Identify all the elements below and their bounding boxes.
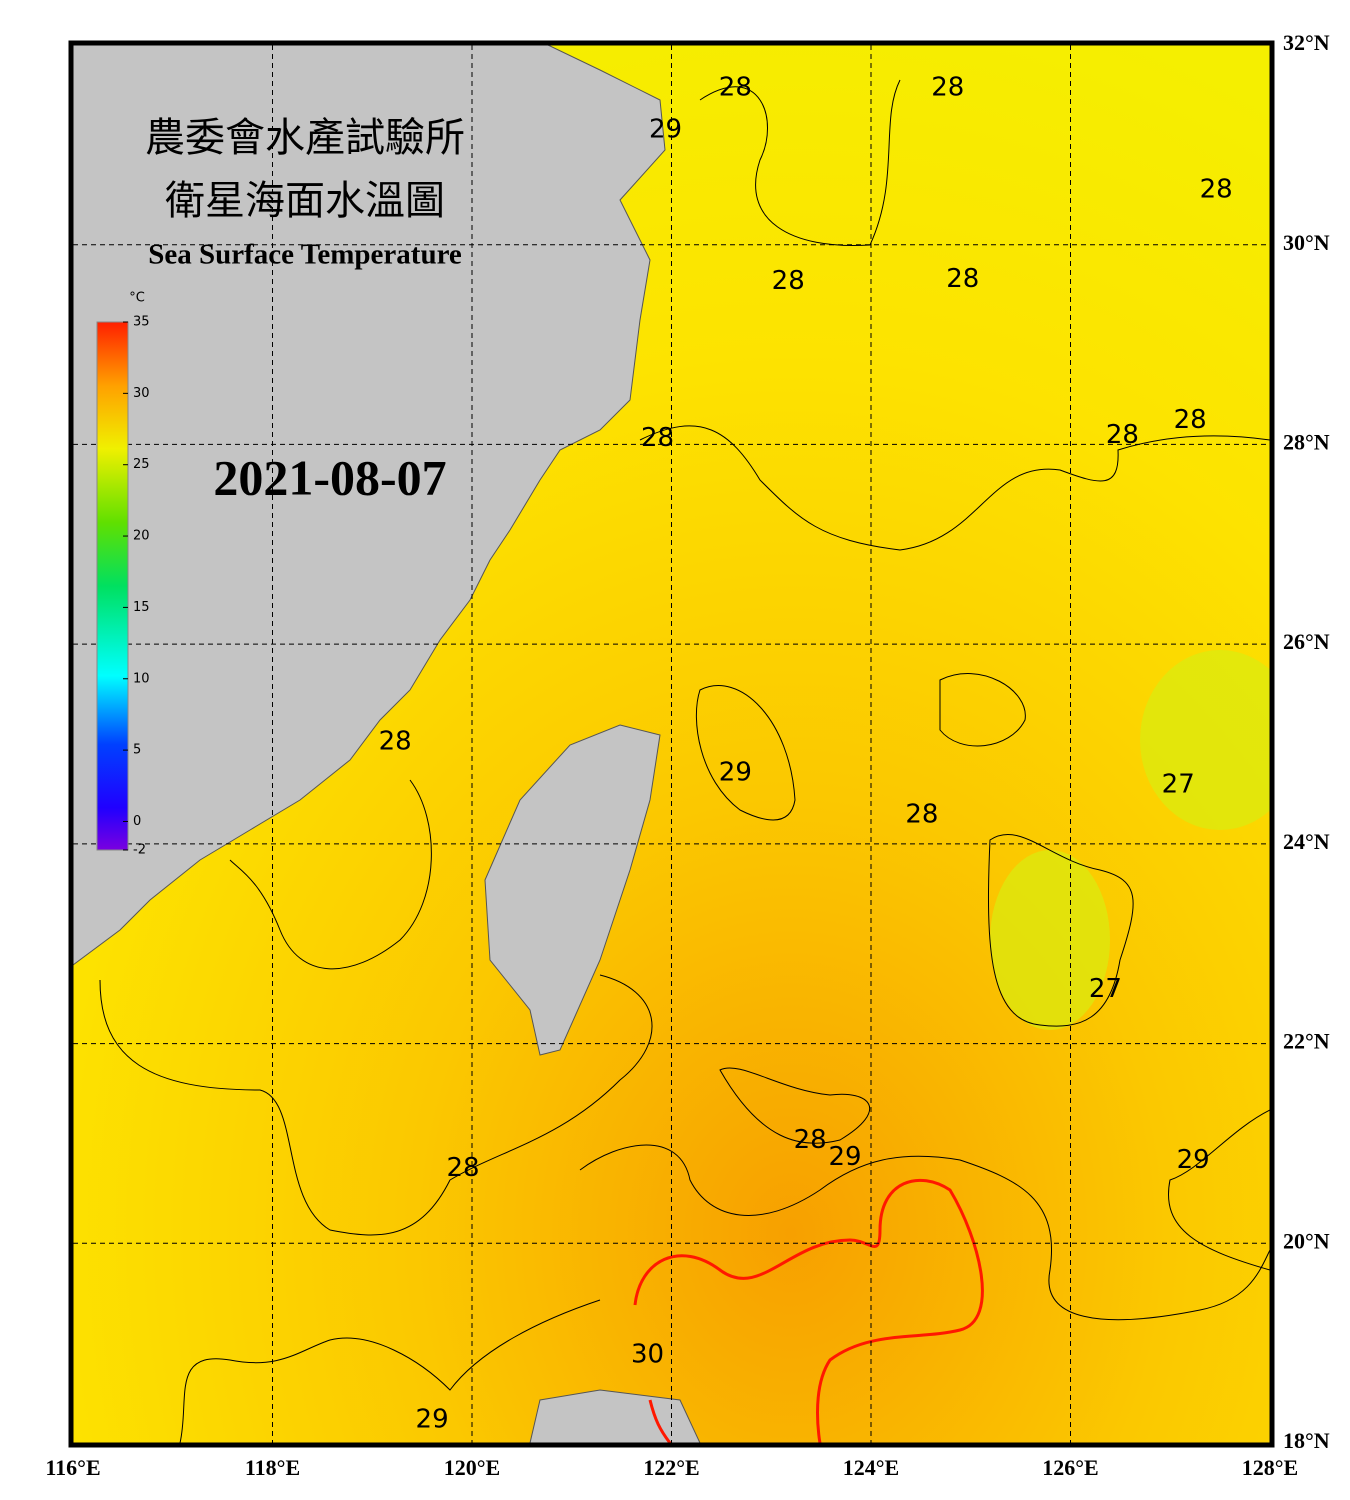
y-tick-label: 20°N bbox=[1283, 1228, 1330, 1253]
cool-patch bbox=[1140, 650, 1270, 830]
colorbar-label: 0 bbox=[133, 814, 141, 829]
contour-line bbox=[695, 685, 796, 821]
colorbar-label: 25 bbox=[133, 457, 150, 472]
colorbar-label: 10 bbox=[133, 671, 150, 686]
x-tick-label: 124°E bbox=[843, 1455, 899, 1480]
contour-label: 28 bbox=[931, 72, 964, 102]
title-zh: 農委會水產試驗所 bbox=[145, 115, 465, 160]
contour-label: 29 bbox=[416, 1405, 449, 1435]
contour-label: 28 bbox=[1106, 420, 1139, 450]
contour-line bbox=[939, 673, 1026, 747]
contour-label: 27 bbox=[1089, 974, 1122, 1004]
contour-label: 28 bbox=[772, 266, 805, 296]
y-tick-label: 26°N bbox=[1283, 629, 1330, 654]
x-tick-label: 128°E bbox=[1242, 1455, 1298, 1480]
x-tick-label: 122°E bbox=[643, 1455, 699, 1480]
land-taiwan bbox=[484, 724, 661, 1056]
y-tick-label: 18°N bbox=[1283, 1428, 1330, 1453]
contour-line bbox=[99, 974, 653, 1236]
x-tick-label: 116°E bbox=[45, 1455, 100, 1480]
title-en: Sea Surface Temperature bbox=[148, 239, 462, 271]
colorbar-label: -2 bbox=[133, 843, 146, 858]
contour-label: 30 bbox=[631, 1340, 664, 1370]
cool-patch bbox=[990, 850, 1110, 1030]
y-tick-label: 24°N bbox=[1283, 829, 1330, 854]
x-tick-label: 120°E bbox=[444, 1455, 500, 1480]
contour-line bbox=[579, 1144, 1270, 1321]
colorbar-label: 30 bbox=[133, 386, 150, 401]
contour-line bbox=[229, 779, 432, 970]
colorbar-label: 20 bbox=[133, 529, 150, 544]
contour-label: 28 bbox=[1200, 174, 1233, 204]
colorbar-unit: °C bbox=[129, 291, 145, 306]
y-tick-label: 22°N bbox=[1283, 1029, 1330, 1054]
contour-label: 28 bbox=[446, 1153, 479, 1183]
contour-line bbox=[639, 425, 1270, 551]
contour-label: 28 bbox=[905, 799, 938, 829]
date: 2021-08-07 bbox=[213, 449, 446, 505]
contour-label: 28 bbox=[379, 727, 412, 757]
contour-label: 28 bbox=[641, 423, 674, 453]
colorbar-label: 5 bbox=[133, 743, 141, 758]
y-tick-label: 28°N bbox=[1283, 429, 1330, 454]
contour-label: 27 bbox=[1162, 769, 1195, 799]
contour-label: 28 bbox=[946, 264, 979, 294]
contour-label: 28 bbox=[1174, 405, 1207, 435]
colorbar-label: 15 bbox=[133, 600, 150, 615]
land-china bbox=[73, 45, 666, 966]
x-tick-label: 126°E bbox=[1042, 1455, 1098, 1480]
x-tick-label: 118°E bbox=[245, 1455, 300, 1480]
colorbar-label: 35 bbox=[133, 315, 150, 330]
contour-line bbox=[987, 834, 1134, 1027]
contour-label: 29 bbox=[1177, 1145, 1210, 1175]
contour-label: 29 bbox=[829, 1142, 862, 1172]
map-frame bbox=[68, 40, 1275, 1448]
contour-30 bbox=[633, 1178, 984, 1443]
contour-line bbox=[1168, 1109, 1270, 1271]
contour-line bbox=[719, 1067, 871, 1144]
contour-line bbox=[699, 79, 901, 247]
y-tick-label: 32°N bbox=[1283, 30, 1330, 55]
contour-30 bbox=[648, 1399, 672, 1443]
contours bbox=[99, 79, 1270, 1443]
contour-label: 29 bbox=[719, 757, 752, 787]
colorbar bbox=[96, 321, 129, 851]
contour-label: 28 bbox=[719, 72, 752, 102]
contour-label: 29 bbox=[649, 114, 682, 144]
title-zh: 衛星海面水溫圖 bbox=[165, 178, 445, 223]
land-luzon bbox=[529, 1389, 701, 1443]
contour-label: 28 bbox=[794, 1125, 827, 1155]
contour-line bbox=[179, 1299, 601, 1443]
y-tick-label: 30°N bbox=[1283, 230, 1330, 255]
